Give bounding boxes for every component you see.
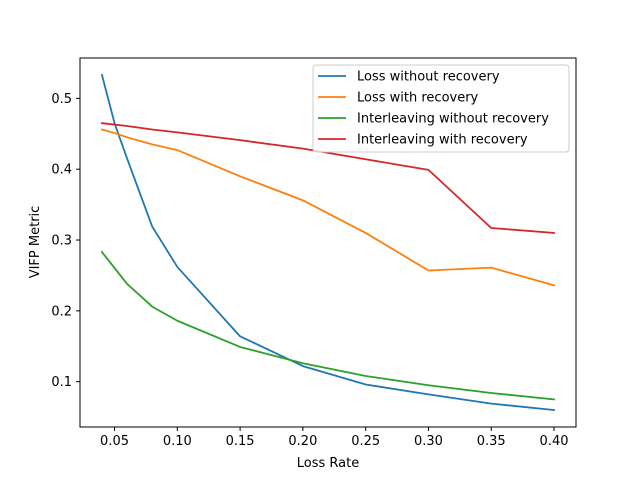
legend-box [312, 64, 570, 153]
x-tick-label: 0.35 [477, 434, 506, 449]
legend-entry: Loss with recovery [357, 91, 479, 106]
legend-entry: Loss without recovery [357, 70, 500, 85]
legend-entry: Interleaving without recovery [357, 112, 549, 127]
y-tick-label: 0.2 [51, 304, 72, 319]
x-axis-label: Loss Rate [297, 456, 359, 471]
x-tick-label: 0.25 [351, 434, 380, 449]
y-axis-label: VIFP Metric [28, 206, 43, 279]
legend-entry: Interleaving with recovery [357, 133, 528, 148]
x-tick-label: 0.20 [288, 434, 317, 449]
y-tick-label: 0.1 [51, 375, 72, 390]
x-tick-label: 0.40 [540, 434, 569, 449]
y-tick-label: 0.3 [51, 234, 72, 249]
x-axis: 0.05 0.10 0.15 0.20 0.25 0.30 0.35 0.40 [100, 427, 569, 449]
y-tick-label: 0.5 [51, 92, 72, 107]
y-axis: 0.1 0.2 0.3 0.4 0.5 [51, 92, 80, 390]
series-line-3 [100, 250, 556, 401]
series-layer [100, 73, 556, 411]
legend: Loss without recovery Loss with recovery I… [312, 64, 570, 153]
x-tick-label: 0.15 [226, 434, 255, 449]
x-tick-label: 0.30 [414, 434, 443, 449]
series-line-4 [100, 122, 555, 234]
x-tick-label: 0.10 [163, 434, 192, 449]
x-tick-label: 0.05 [100, 434, 129, 449]
y-tick-label: 0.4 [51, 163, 72, 178]
plot-frame [79, 57, 577, 428]
